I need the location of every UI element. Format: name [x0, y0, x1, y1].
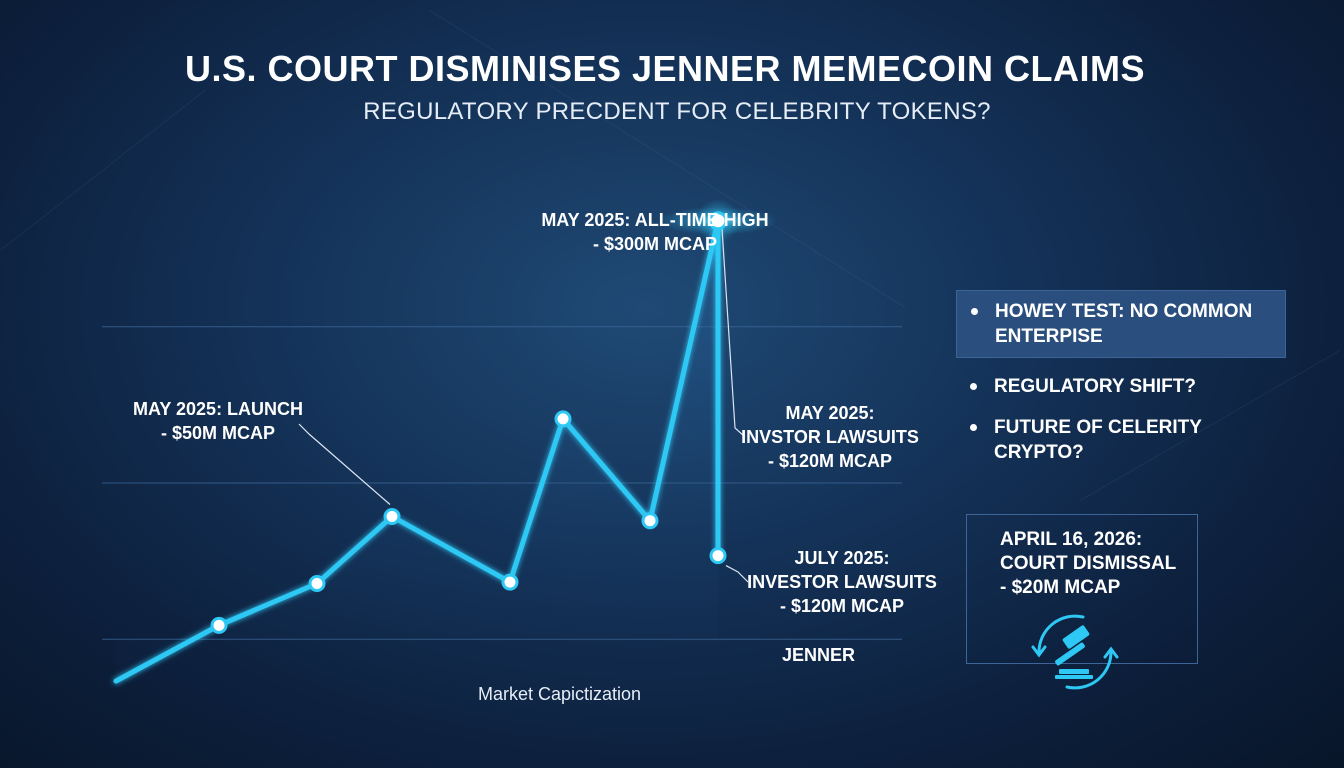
- annotation-line: INVESTOR LAWSUITS: [747, 572, 937, 592]
- dismissal-line: COURT DISMISSAL: [1000, 553, 1177, 574]
- leader-line: [721, 228, 745, 437]
- series-label: JENNER: [782, 645, 856, 665]
- leader-line: [725, 565, 749, 583]
- bullet-icon: [971, 308, 978, 315]
- annotation-line: MAY 2025: ALL-TIME HIGH: [541, 210, 769, 230]
- page-subtitle: REGULATORY PRECDENT FOR CELEBRITY TOKENS…: [363, 98, 991, 125]
- page-title: U.S. COURT DISMINISES JENNER MEMECOIN CL…: [184, 48, 1146, 89]
- data-point: [501, 573, 519, 591]
- data-point: [708, 211, 728, 231]
- area-fill: [116, 220, 718, 682]
- data-point: [641, 512, 659, 530]
- key-point-future-crypto: FUTURE OF CELERITY CRYPTO?: [956, 407, 1286, 473]
- data-point: [383, 508, 401, 526]
- data-point: [308, 574, 326, 592]
- annotation-line: - $50M MCAP: [160, 423, 276, 443]
- annotation-line: - $120M MCAP: [779, 596, 905, 616]
- key-points-list: HOWEY TEST: NO COMMON ENTERPISE REGULATO…: [956, 290, 1286, 473]
- court-dismissal-box: APRIL 16, 2026: COURT DISMISSAL - $20M M…: [966, 514, 1198, 690]
- key-point-regulatory-shift: REGULATORY SHIFT?: [956, 366, 1286, 407]
- leader-line: [298, 423, 391, 505]
- annotation-line: MAY 2025:: [785, 403, 875, 423]
- annotation-line: INVSTOR LAWSUITS: [741, 427, 919, 447]
- data-point: [210, 616, 228, 634]
- key-point-text: FUTURE OF CELERITY CRYPTO?: [994, 417, 1202, 463]
- key-point-text: REGULATORY SHIFT?: [994, 376, 1196, 397]
- key-point-text: HOWEY TEST: NO COMMON ENTERPISE: [995, 301, 1253, 347]
- x-axis-label: Market Capictization: [478, 684, 642, 704]
- annotation-line: - $120M MCAP: [767, 451, 893, 471]
- key-point-howey-test: HOWEY TEST: NO COMMON ENTERPISE: [956, 290, 1286, 358]
- annotation-launch: MAY 2025: LAUNCH - $50M MCAP: [133, 397, 303, 445]
- annotation-lawsuits-july: JULY 2025: INVESTOR LAWSUITS - $120M MCA…: [742, 546, 942, 618]
- bullet-icon: [970, 424, 977, 431]
- annotation-line: - $300M MCAP: [592, 234, 718, 254]
- bullet-icon: [970, 383, 977, 390]
- annotation-lawsuits-may: MAY 2025: INVSTOR LAWSUITS - $120M MCAP: [735, 401, 925, 473]
- gavel-icon: [1031, 614, 1119, 690]
- annotation-line: JULY 2025:: [794, 548, 890, 568]
- dismissal-line: - $20M MCAP: [1000, 577, 1121, 598]
- annotation-line: MAY 2025: LAUNCH: [133, 399, 304, 419]
- data-point: [709, 547, 727, 565]
- annotation-all-time-high: MAY 2025: ALL-TIME HIGH - $300M MCAP: [540, 208, 770, 256]
- court-dismissal-text: APRIL 16, 2026: COURT DISMISSAL - $20M M…: [1000, 528, 1176, 600]
- data-point: [554, 410, 572, 428]
- dismissal-line: APRIL 16, 2026:: [1000, 529, 1143, 550]
